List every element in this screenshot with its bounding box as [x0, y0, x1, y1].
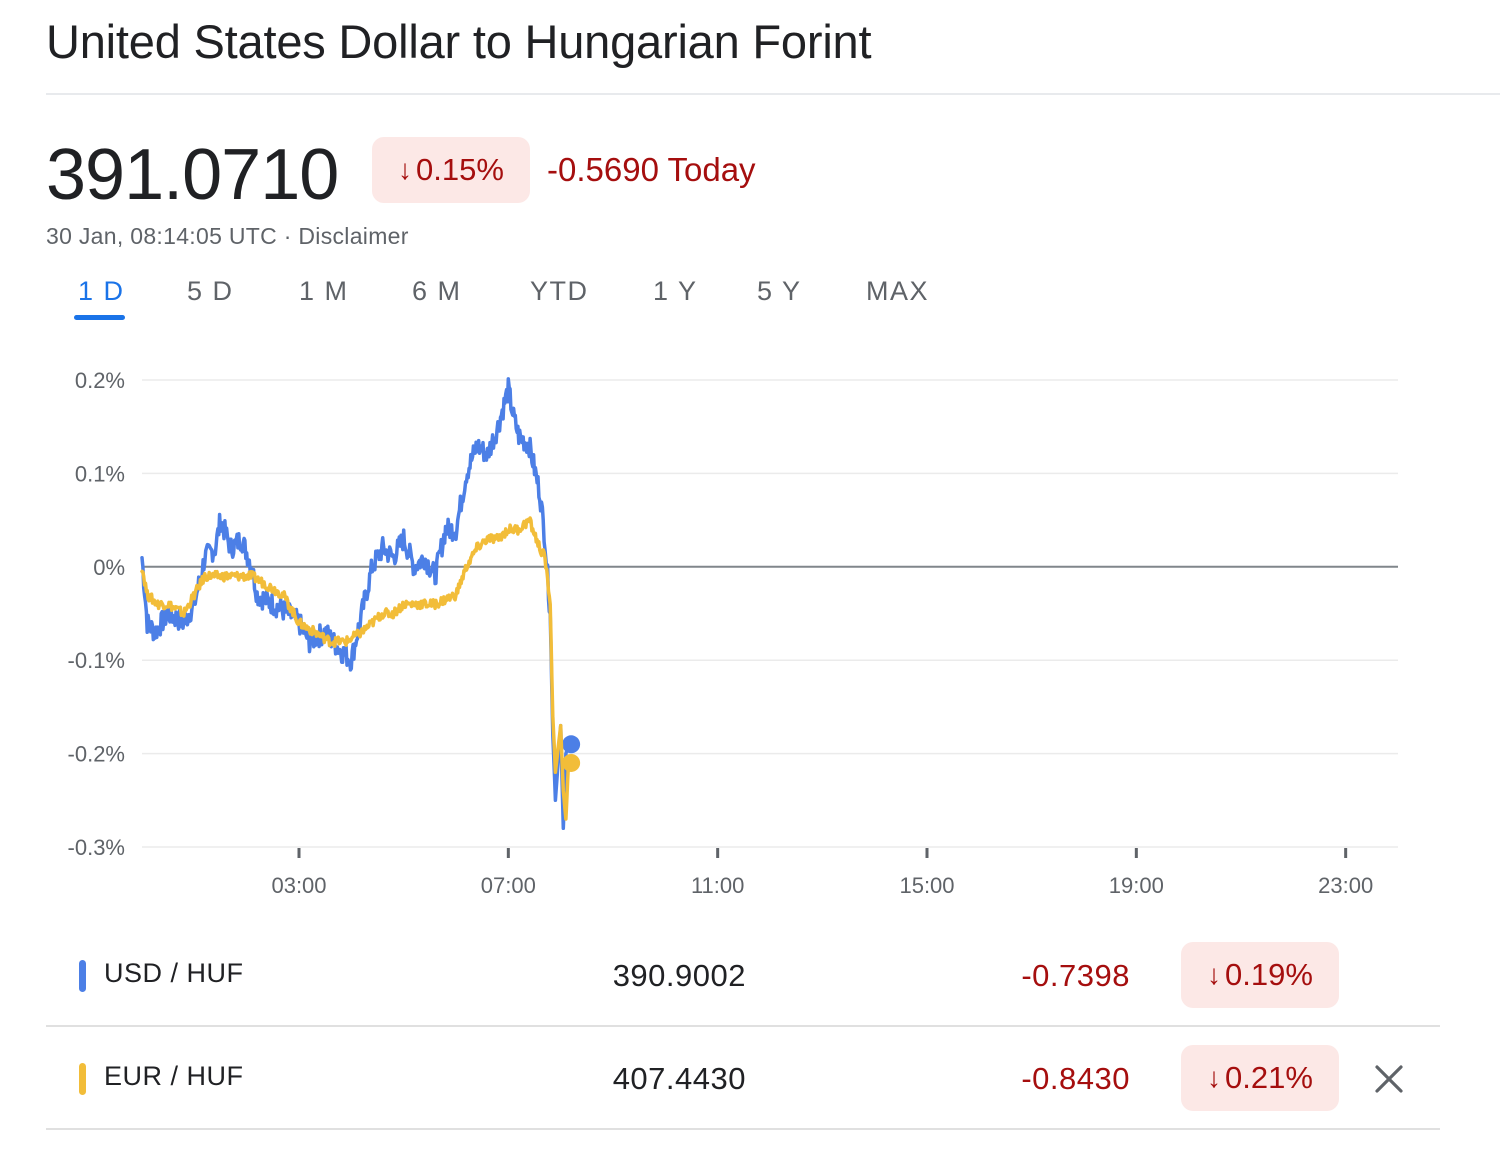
comparison-row-eur-huf[interactable]: EUR / HUF 407.4430 -0.8430 ↓ 0.21% [46, 1028, 1440, 1130]
pair-label: EUR / HUF [104, 1061, 244, 1091]
timestamp-text: 30 Jan, 08:14:05 UTC · [46, 223, 299, 249]
pair-change-percent: 0.21% [1225, 1060, 1313, 1095]
change-today: -0.5690 Today [547, 151, 756, 188]
pair-change: -0.7398 [1021, 958, 1130, 993]
usd-huf-color-swatch [79, 960, 86, 992]
row-divider [46, 1128, 1440, 1130]
tab-5y[interactable]: 5 Y [757, 276, 802, 306]
tab-1m[interactable]: 1 M [299, 276, 349, 306]
x-tick-label: 07:00 [481, 873, 536, 898]
arrow-down-icon: ↓ [1207, 959, 1222, 990]
series-line-usd-huf [140, 377, 573, 831]
y-axis-labels: 0.2% 0.1% 0% -0.1% -0.2% -0.3% [68, 368, 125, 860]
eur-huf-color-swatch [79, 1063, 86, 1095]
y-tick-label: 0.1% [75, 461, 125, 486]
disclaimer-link[interactable]: Disclaimer [298, 223, 409, 249]
x-axis-ticks: 03:00 07:00 11:00 15:00 19:00 23:00 [271, 848, 1373, 898]
series-end-point [562, 735, 581, 754]
x-tick-label: 03:00 [271, 873, 326, 898]
chart-grid [142, 379, 1398, 848]
active-tab-indicator [74, 315, 125, 320]
range-tabs: 1 D 5 D 1 M 6 M YTD 1 Y 5 Y MAX [0, 276, 1000, 326]
x-tick-label: 19:00 [1109, 873, 1164, 898]
price-chart[interactable]: 0.2% 0.1% 0% -0.1% -0.2% -0.3% 03:00 07:00 11:0… [0, 360, 1500, 910]
series-line-eur-huf [140, 516, 573, 821]
page-title: United States Dollar to Hungarian Forint [46, 15, 872, 68]
tab-5d[interactable]: 5 D [187, 276, 234, 306]
row-divider [46, 1025, 1440, 1027]
tab-1d[interactable]: 1 D [78, 276, 125, 306]
arrow-down-icon: ↓ [1207, 1062, 1222, 1093]
y-tick-label: 0% [93, 555, 125, 580]
timestamp: 30 Jan, 08:14:05 UTC · Disclaimer [46, 223, 409, 250]
tab-ytd[interactable]: YTD [530, 276, 589, 306]
tab-6m[interactable]: 6 M [412, 276, 462, 306]
x-tick-label: 11:00 [691, 873, 744, 898]
change-percent-badge: ↓ 0.15% [372, 137, 530, 203]
arrow-down-icon: ↓ [398, 154, 413, 185]
x-tick-label: 15:00 [899, 873, 954, 898]
y-tick-label: -0.3% [68, 835, 125, 860]
pair-value: 407.4430 [612, 1061, 746, 1096]
pair-label: USD / HUF [104, 958, 244, 988]
series-end-point [562, 753, 581, 772]
title-divider [46, 93, 1500, 95]
comparison-row-usd-huf[interactable]: USD / HUF 390.9002 -0.7398 ↓ 0.19% [46, 925, 1440, 1027]
tab-max[interactable]: MAX [866, 276, 930, 306]
tab-1y[interactable]: 1 Y [653, 276, 698, 306]
chart-series [140, 377, 581, 831]
pair-value: 390.9002 [612, 958, 746, 993]
pair-change-percent-badge: ↓ 0.19% [1181, 942, 1339, 1008]
y-tick-label: -0.2% [68, 742, 125, 767]
pair-change: -0.8430 [1021, 1061, 1130, 1096]
change-percent-value: 0.15% [416, 152, 504, 187]
x-tick-label: 23:00 [1318, 873, 1373, 898]
remove-comparison-close-icon[interactable] [1369, 1059, 1409, 1099]
y-tick-label: -0.1% [68, 648, 125, 673]
current-price: 391.0710 [46, 135, 339, 215]
y-tick-label: 0.2% [75, 368, 125, 393]
pair-change-percent: 0.19% [1225, 957, 1313, 992]
pair-change-percent-badge: ↓ 0.21% [1181, 1045, 1339, 1111]
